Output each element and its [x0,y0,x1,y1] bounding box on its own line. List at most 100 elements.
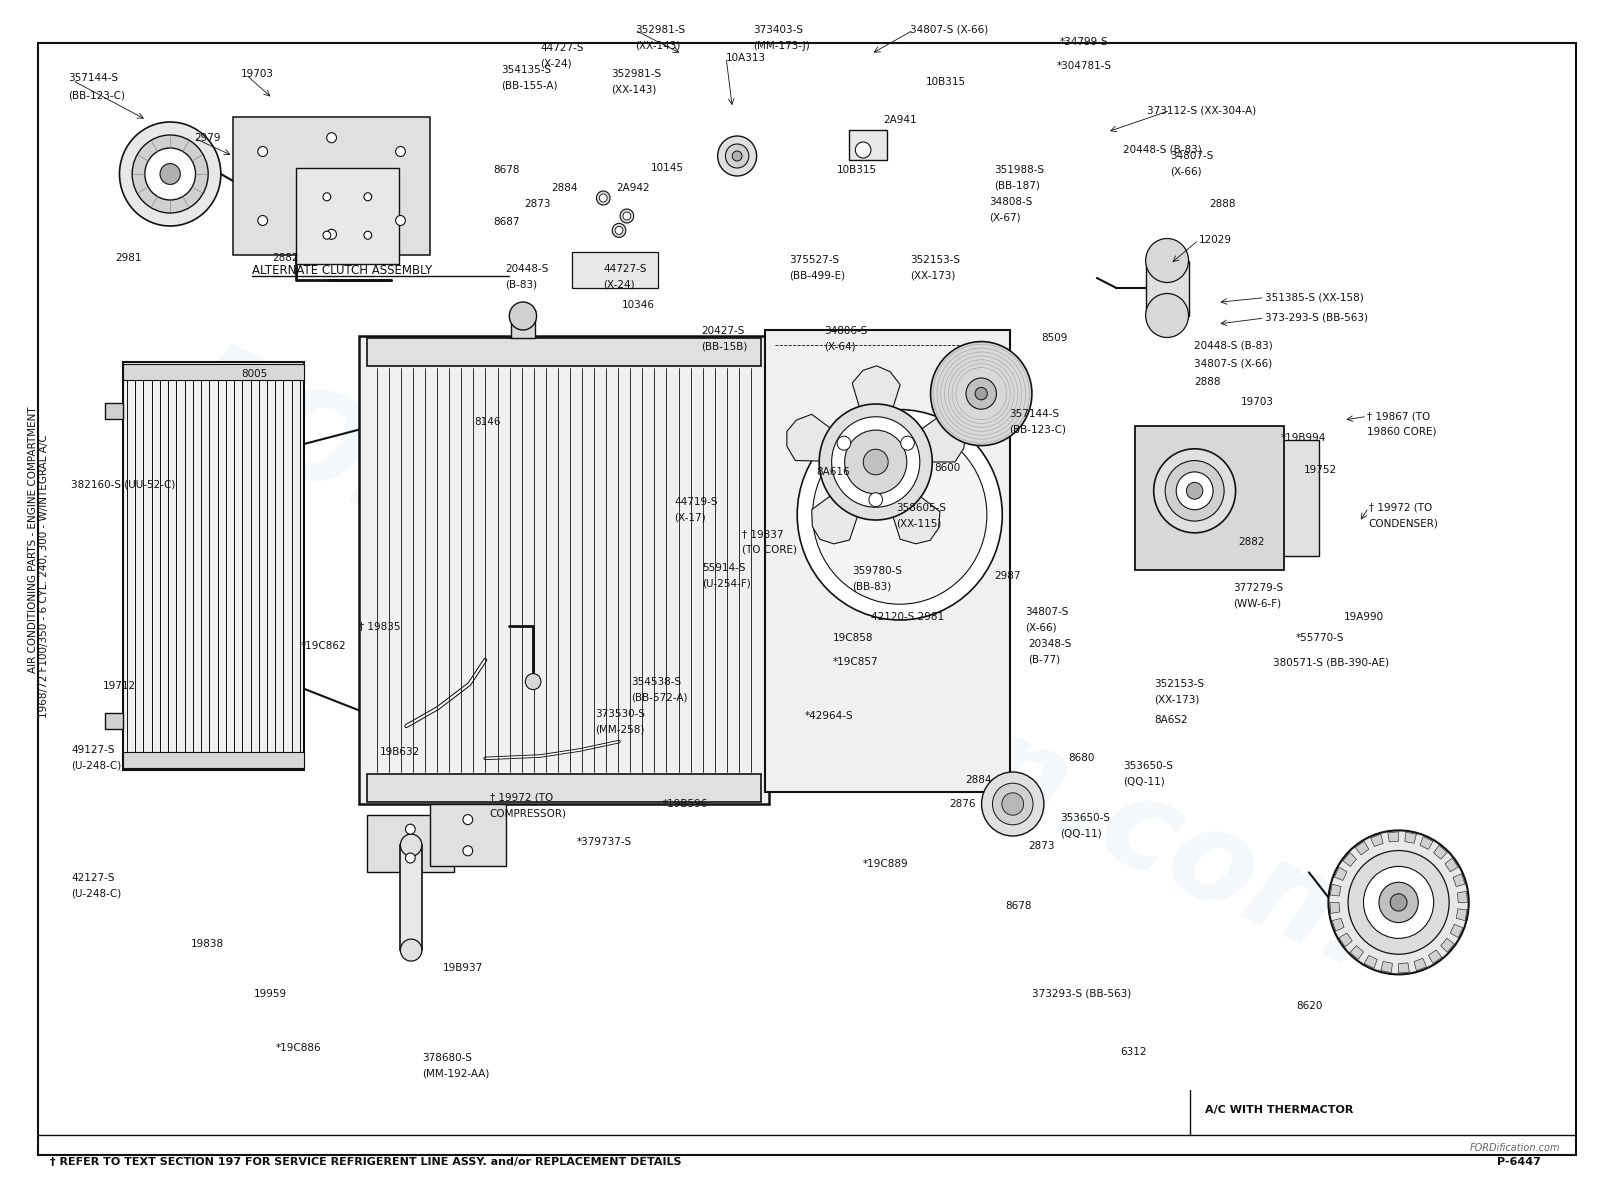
Circle shape [1146,294,1188,337]
Polygon shape [881,470,941,544]
Text: 20427-S: 20427-S [701,326,745,336]
Text: CONDENSER): CONDENSER) [1369,518,1438,528]
Bar [572,252,658,288]
Circle shape [869,493,882,506]
Circle shape [1390,894,1408,911]
Text: (WW-6-F): (WW-6-F) [1233,599,1281,608]
Circle shape [616,227,622,234]
Circle shape [612,223,625,238]
Circle shape [966,378,997,409]
Circle shape [259,146,268,156]
Circle shape [813,425,987,605]
Text: 352981-S: 352981-S [611,70,661,79]
Text: 12029: 12029 [1199,235,1231,245]
Text: 354135-S: 354135-S [501,65,551,74]
Circle shape [600,194,608,202]
Text: (X-24): (X-24) [603,280,635,289]
Text: 2981: 2981 [115,253,142,263]
Text: 351988-S: 351988-S [994,166,1044,175]
Polygon shape [1453,874,1466,887]
Bar [766,330,1010,792]
Text: (X-66): (X-66) [1170,167,1202,176]
Text: *34799-S: *34799-S [1060,37,1109,47]
Text: 8678: 8678 [1005,901,1031,911]
Polygon shape [1330,884,1341,896]
Bar [359,336,769,804]
Text: 20448-S (B-83): 20448-S (B-83) [1194,341,1273,350]
Polygon shape [1370,834,1383,846]
Text: 8A616: 8A616 [816,467,850,476]
Text: 2882: 2882 [1238,538,1264,547]
Bar [105,403,123,419]
Text: (BB-155-A): (BB-155-A) [501,80,558,90]
Text: P-6447: P-6447 [1496,1157,1542,1166]
Bar [848,130,887,160]
Text: (MM-258): (MM-258) [595,725,645,734]
Circle shape [837,436,850,450]
Text: *42964-S: *42964-S [805,712,853,721]
Text: 375527-S: 375527-S [789,256,839,265]
Text: (X-24): (X-24) [540,59,572,68]
Text: † 19835: † 19835 [359,622,401,631]
Polygon shape [852,366,900,449]
Bar [367,815,454,872]
Bar [123,365,304,380]
Circle shape [326,229,336,239]
Circle shape [1328,830,1469,974]
Circle shape [624,212,630,220]
Text: 44727-S: 44727-S [540,43,583,53]
Polygon shape [811,470,871,544]
Circle shape [1176,472,1214,510]
Bar [105,714,123,730]
Circle shape [1002,793,1023,815]
Text: 10B315: 10B315 [837,166,876,175]
Circle shape [900,436,915,450]
Text: 44727-S: 44727-S [603,264,646,274]
Circle shape [931,342,1033,445]
Circle shape [160,163,181,185]
Text: *19C862: *19C862 [301,641,346,650]
Text: 34806-S: 34806-S [824,326,868,336]
Text: 8600: 8600 [934,463,960,473]
Text: 373530-S: 373530-S [595,709,645,719]
Bar [401,845,422,950]
Text: (X-67): (X-67) [989,212,1021,222]
Circle shape [396,146,406,156]
Bar [1146,260,1188,316]
Text: † 19867 (TO: † 19867 (TO [1367,412,1430,421]
Text: 382160-S (UU-52-C): 382160-S (UU-52-C) [71,480,175,490]
Circle shape [832,416,920,508]
Text: (MM-173-J): (MM-173-J) [753,41,810,50]
Circle shape [1146,239,1188,282]
Text: (XX-173): (XX-173) [910,271,955,281]
Text: *19C889: *19C889 [863,859,908,869]
Text: *55770-S: *55770-S [1296,634,1345,643]
Text: 49127-S: 49127-S [71,745,115,755]
Polygon shape [1356,841,1369,854]
Text: 44719-S: 44719-S [674,497,718,506]
Text: (U-248-C): (U-248-C) [71,761,121,770]
Text: *19C857: *19C857 [834,658,879,667]
Circle shape [1186,482,1202,499]
Text: 2884: 2884 [965,775,992,785]
Text: 19712: 19712 [102,682,136,691]
Text: 20348-S: 20348-S [1028,640,1071,649]
Bar [511,310,535,338]
Circle shape [396,216,406,226]
Text: 34807-S: 34807-S [1170,151,1214,161]
Text: 8A6S2: 8A6S2 [1154,715,1188,725]
Text: 2888: 2888 [1194,377,1220,386]
Text: 8680: 8680 [1068,754,1094,763]
Text: 34807-S: 34807-S [1025,607,1068,617]
Text: 378680-S: 378680-S [422,1054,472,1063]
Text: 8678: 8678 [493,166,519,175]
Polygon shape [887,415,965,462]
Text: 8509: 8509 [1041,334,1068,343]
Circle shape [406,824,415,834]
Circle shape [718,136,756,176]
Text: 42120-S 2981: 42120-S 2981 [871,612,944,622]
Text: 358605-S: 358605-S [897,503,947,512]
Circle shape [596,191,611,205]
Text: 34808-S: 34808-S [989,197,1033,206]
Text: 2A942: 2A942 [616,184,650,193]
